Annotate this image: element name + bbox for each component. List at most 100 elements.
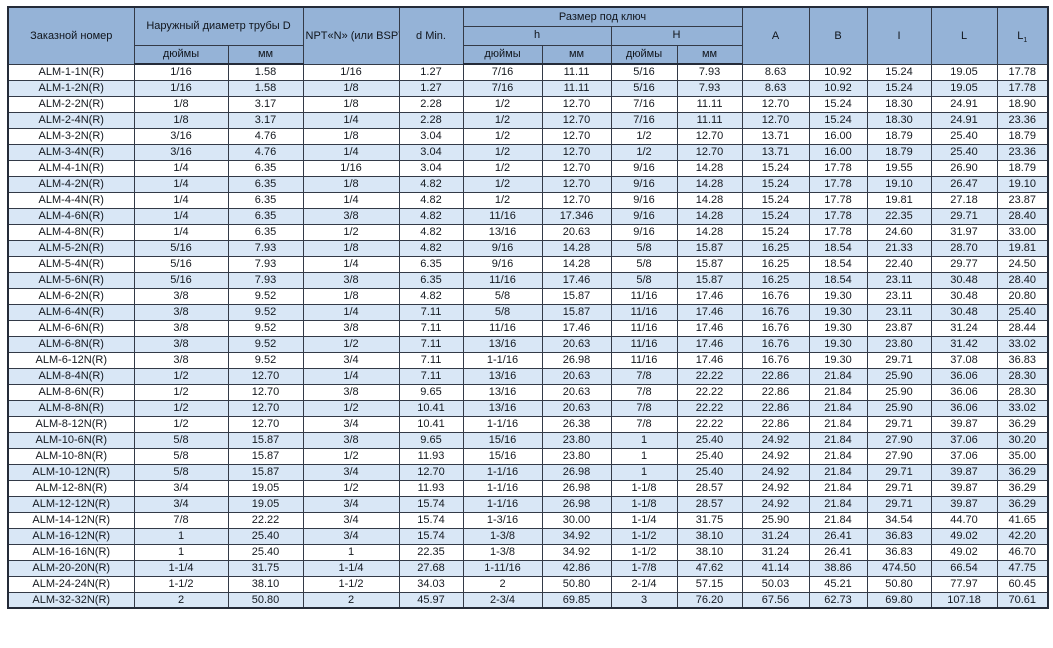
value-cell: 15.24 <box>741 223 810 241</box>
value-cell: 36.29 <box>996 479 1049 497</box>
value-cell: 22.86 <box>741 367 810 385</box>
value-cell: 2 <box>462 575 543 593</box>
value-cell: 17.78 <box>808 175 868 193</box>
col-header-order-number: Заказной номер <box>7 6 135 65</box>
value-cell: 3/16 <box>133 143 229 161</box>
value-cell: 1/2 <box>302 223 400 241</box>
value-cell: 11/16 <box>462 271 543 289</box>
value-cell: 13/16 <box>462 223 543 241</box>
value-cell: 11/16 <box>610 287 678 305</box>
order-number-cell: ALM-12-12N(R) <box>7 495 135 513</box>
order-number-cell: ALM-4-2N(R) <box>7 175 135 193</box>
value-cell: 5/8 <box>610 239 678 257</box>
value-cell: 7.93 <box>676 63 743 81</box>
value-cell: 23.80 <box>866 335 932 353</box>
value-cell: 12.70 <box>227 399 304 417</box>
value-cell: 1/8 <box>302 287 400 305</box>
value-cell: 17.46 <box>676 287 743 305</box>
value-cell: 6.35 <box>227 191 304 209</box>
value-cell: 22.35 <box>398 543 464 561</box>
value-cell: 15.87 <box>676 271 743 289</box>
table-row: ALM-14-12N(R) 7/8 22.22 3/4 15.74 1-3/16 30.00… <box>7 511 1049 529</box>
value-cell: 38.10 <box>676 527 743 545</box>
order-number-cell: ALM-6-4N(R) <box>7 303 135 321</box>
value-cell: 24.92 <box>741 495 810 513</box>
value-cell: 42.20 <box>996 527 1049 545</box>
value-cell: 30.48 <box>930 303 998 321</box>
value-cell: 23.11 <box>866 303 932 321</box>
value-cell: 21.84 <box>808 367 868 385</box>
value-cell: 26.90 <box>930 159 998 177</box>
value-cell: 25.40 <box>996 303 1049 321</box>
value-cell: 2-1/4 <box>610 575 678 593</box>
value-cell: 3/8 <box>133 351 229 369</box>
table-row: ALM-4-8N(R) 1/4 6.35 1/2 4.82 13/16 20.63 9/16 1… <box>7 223 1049 241</box>
col-header-npt: NPT«N» (или BSPT«R») <box>302 6 400 65</box>
table-row: ALM-4-1N(R) 1/4 6.35 1/16 3.04 1/2 12.70 9/16 14… <box>7 159 1049 177</box>
value-cell: 1-3/8 <box>462 527 543 545</box>
value-cell: 2 <box>302 591 400 609</box>
value-cell: 17.78 <box>808 223 868 241</box>
value-cell: 21.84 <box>808 431 868 449</box>
value-cell: 70.61 <box>996 591 1049 609</box>
value-cell: 47.75 <box>996 559 1049 577</box>
value-cell: 11/16 <box>610 351 678 369</box>
value-cell: 1-1/4 <box>610 511 678 529</box>
value-cell: 16.76 <box>741 319 810 337</box>
value-cell: 22.22 <box>227 511 304 529</box>
table-row: ALM-10-8N(R) 5/8 15.87 1/2 11.93 15/16 23.80 1 2… <box>7 447 1049 465</box>
value-cell: 16.00 <box>808 143 868 161</box>
value-cell: 3/8 <box>302 431 400 449</box>
value-cell: 31.24 <box>930 319 998 337</box>
value-cell: 5/8 <box>133 463 229 481</box>
value-cell: 15.24 <box>741 159 810 177</box>
value-cell: 1-1/4 <box>302 559 400 577</box>
value-cell: 7/8 <box>610 367 678 385</box>
value-cell: 22.40 <box>866 255 932 273</box>
value-cell: 28.40 <box>996 271 1049 289</box>
value-cell: 1/16 <box>133 79 229 97</box>
value-cell: 1/2 <box>133 383 229 401</box>
value-cell: 1/2 <box>302 335 400 353</box>
value-cell: 5/8 <box>610 255 678 273</box>
value-cell: 12.70 <box>676 127 743 145</box>
value-cell: 31.24 <box>741 527 810 545</box>
value-cell: 7.93 <box>676 79 743 97</box>
value-cell: 8.63 <box>741 63 810 81</box>
value-cell: 23.87 <box>996 191 1049 209</box>
col-header-a: A <box>741 6 810 65</box>
table-row: ALM-2-2N(R) 1/8 3.17 1/8 2.28 1/2 12.70 7/16 11.… <box>7 95 1049 113</box>
value-cell: 25.40 <box>676 447 743 465</box>
value-cell: 1-1/16 <box>462 479 543 497</box>
value-cell: 3/4 <box>302 463 400 481</box>
value-cell: 10.41 <box>398 415 464 433</box>
table-row: ALM-1-2N(R) 1/16 1.58 1/8 1.27 7/16 11.11 5/16 7… <box>7 79 1049 97</box>
value-cell: 14.28 <box>541 255 612 273</box>
value-cell: 5/16 <box>133 271 229 289</box>
value-cell: 20.63 <box>541 383 612 401</box>
table-row: ALM-3-4N(R) 3/16 4.76 1/4 3.04 1/2 12.70 1/2 12.… <box>7 143 1049 161</box>
value-cell: 7.11 <box>398 335 464 353</box>
table-row: ALM-6-8N(R) 3/8 9.52 1/2 7.11 13/16 20.63 11/16… <box>7 335 1049 353</box>
value-cell: 1/4 <box>302 111 400 129</box>
value-cell: 1/2 <box>610 143 678 161</box>
value-cell: 33.00 <box>996 223 1049 241</box>
value-cell: 21.84 <box>808 399 868 417</box>
value-cell: 1 <box>610 447 678 465</box>
value-cell: 44.70 <box>930 511 998 529</box>
value-cell: 2 <box>133 591 229 609</box>
value-cell: 24.92 <box>741 431 810 449</box>
value-cell: 9/16 <box>462 239 543 257</box>
value-cell: 28.70 <box>930 239 998 257</box>
value-cell: 76.20 <box>676 591 743 609</box>
value-cell: 6.35 <box>227 207 304 225</box>
value-cell: 7.11 <box>398 351 464 369</box>
value-cell: 9.52 <box>227 335 304 353</box>
value-cell: 4.82 <box>398 175 464 193</box>
value-cell: 3/4 <box>133 495 229 513</box>
value-cell: 3/8 <box>133 287 229 305</box>
value-cell: 1/4 <box>133 191 229 209</box>
value-cell: 36.83 <box>866 527 932 545</box>
value-cell: 7.11 <box>398 303 464 321</box>
